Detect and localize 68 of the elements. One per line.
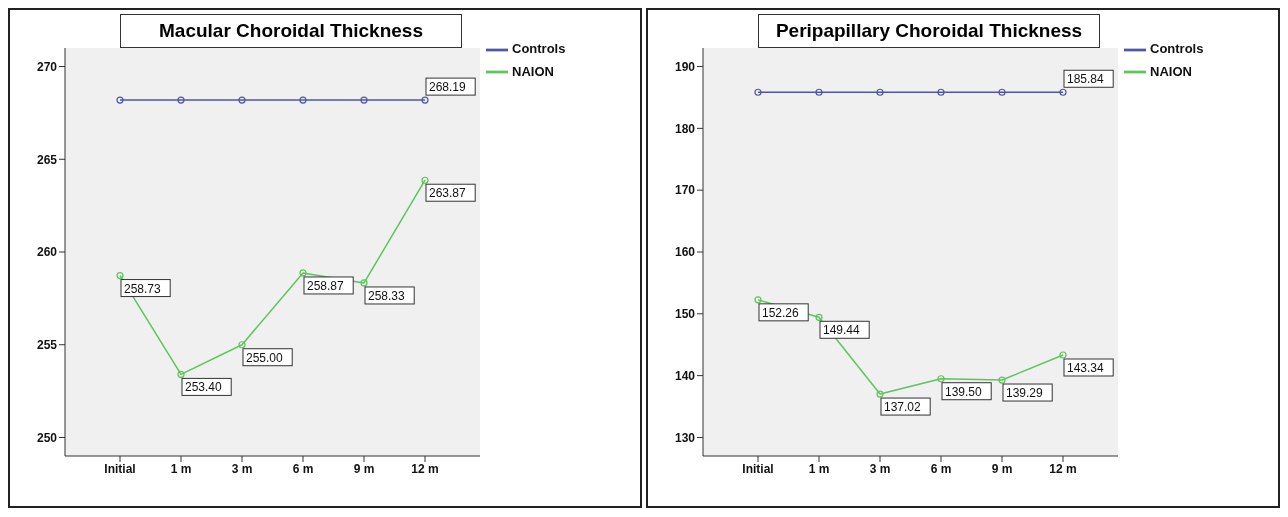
- data-label: 143.34: [1067, 360, 1105, 375]
- point: [238, 96, 246, 104]
- x-tick-label: Initial: [742, 461, 774, 476]
- y-tick-label: 160: [674, 245, 696, 260]
- legend-label: Controls: [1150, 41, 1204, 56]
- x-tick-label: 6 m: [292, 461, 314, 476]
- data-label: 137.02: [884, 400, 922, 415]
- point: [937, 375, 945, 383]
- x-tick-label: 1 m: [808, 461, 830, 476]
- point: [299, 96, 307, 104]
- point: [998, 376, 1006, 384]
- data-label: 258.73: [124, 281, 162, 296]
- point: [421, 96, 429, 104]
- y-tick-label: 270: [36, 59, 58, 74]
- point: [876, 88, 884, 96]
- point: [1059, 351, 1067, 359]
- x-tick-label: 9 m: [353, 461, 375, 476]
- chart-title: Peripapillary Choroidal Thickness: [758, 14, 1100, 48]
- legend-label: NAION: [512, 63, 554, 79]
- y-tick-label: 140: [674, 368, 696, 383]
- point: [360, 279, 368, 287]
- y-tick-label: 265: [36, 152, 58, 167]
- data-label: 255.00: [246, 350, 284, 365]
- point: [815, 88, 823, 96]
- point: [937, 88, 945, 96]
- point: [177, 370, 185, 378]
- data-label: 263.87: [429, 186, 467, 201]
- point: [876, 390, 884, 398]
- y-tick-label: 260: [36, 245, 58, 260]
- x-tick-label: 3 m: [231, 461, 253, 476]
- data-label: 139.50: [945, 384, 983, 399]
- data-label: 268.19: [429, 80, 467, 95]
- y-tick-label: 255: [36, 337, 58, 352]
- point: [754, 88, 762, 96]
- x-tick-label: 9 m: [991, 461, 1013, 476]
- point: [421, 176, 429, 184]
- x-tick-label: 6 m: [930, 461, 952, 476]
- legend-label: NAION: [1150, 63, 1192, 79]
- x-tick-label: 3 m: [869, 461, 891, 476]
- y-tick-label: 180: [674, 121, 696, 136]
- point: [238, 341, 246, 349]
- data-label: 185.84: [1067, 72, 1105, 87]
- point: [299, 269, 307, 277]
- data-label: 258.87: [307, 278, 345, 293]
- y-tick-label: 250: [36, 430, 58, 445]
- point: [754, 296, 762, 304]
- point: [815, 313, 823, 321]
- x-tick-label: 12 m: [411, 461, 439, 476]
- legend-label: Controls: [512, 41, 566, 56]
- y-tick-label: 190: [674, 59, 696, 74]
- y-tick-label: 150: [674, 307, 696, 322]
- x-tick-label: Initial: [104, 461, 136, 476]
- y-tick-label: 130: [674, 430, 696, 445]
- x-tick-label: 12 m: [1049, 461, 1077, 476]
- point: [360, 96, 368, 104]
- data-label: 139.29: [1006, 386, 1044, 401]
- data-label: 258.33: [368, 288, 406, 303]
- data-label: 152.26: [762, 305, 800, 320]
- x-tick-label: 1 m: [170, 461, 192, 476]
- point: [177, 96, 185, 104]
- data-label: 253.40: [185, 380, 223, 395]
- y-tick-label: 170: [674, 183, 696, 198]
- point: [998, 88, 1006, 96]
- point: [1059, 88, 1067, 96]
- chart-title: Macular Choroidal Thickness: [120, 14, 462, 48]
- data-label: 149.44: [823, 323, 861, 338]
- point: [116, 96, 124, 104]
- point: [116, 271, 124, 280]
